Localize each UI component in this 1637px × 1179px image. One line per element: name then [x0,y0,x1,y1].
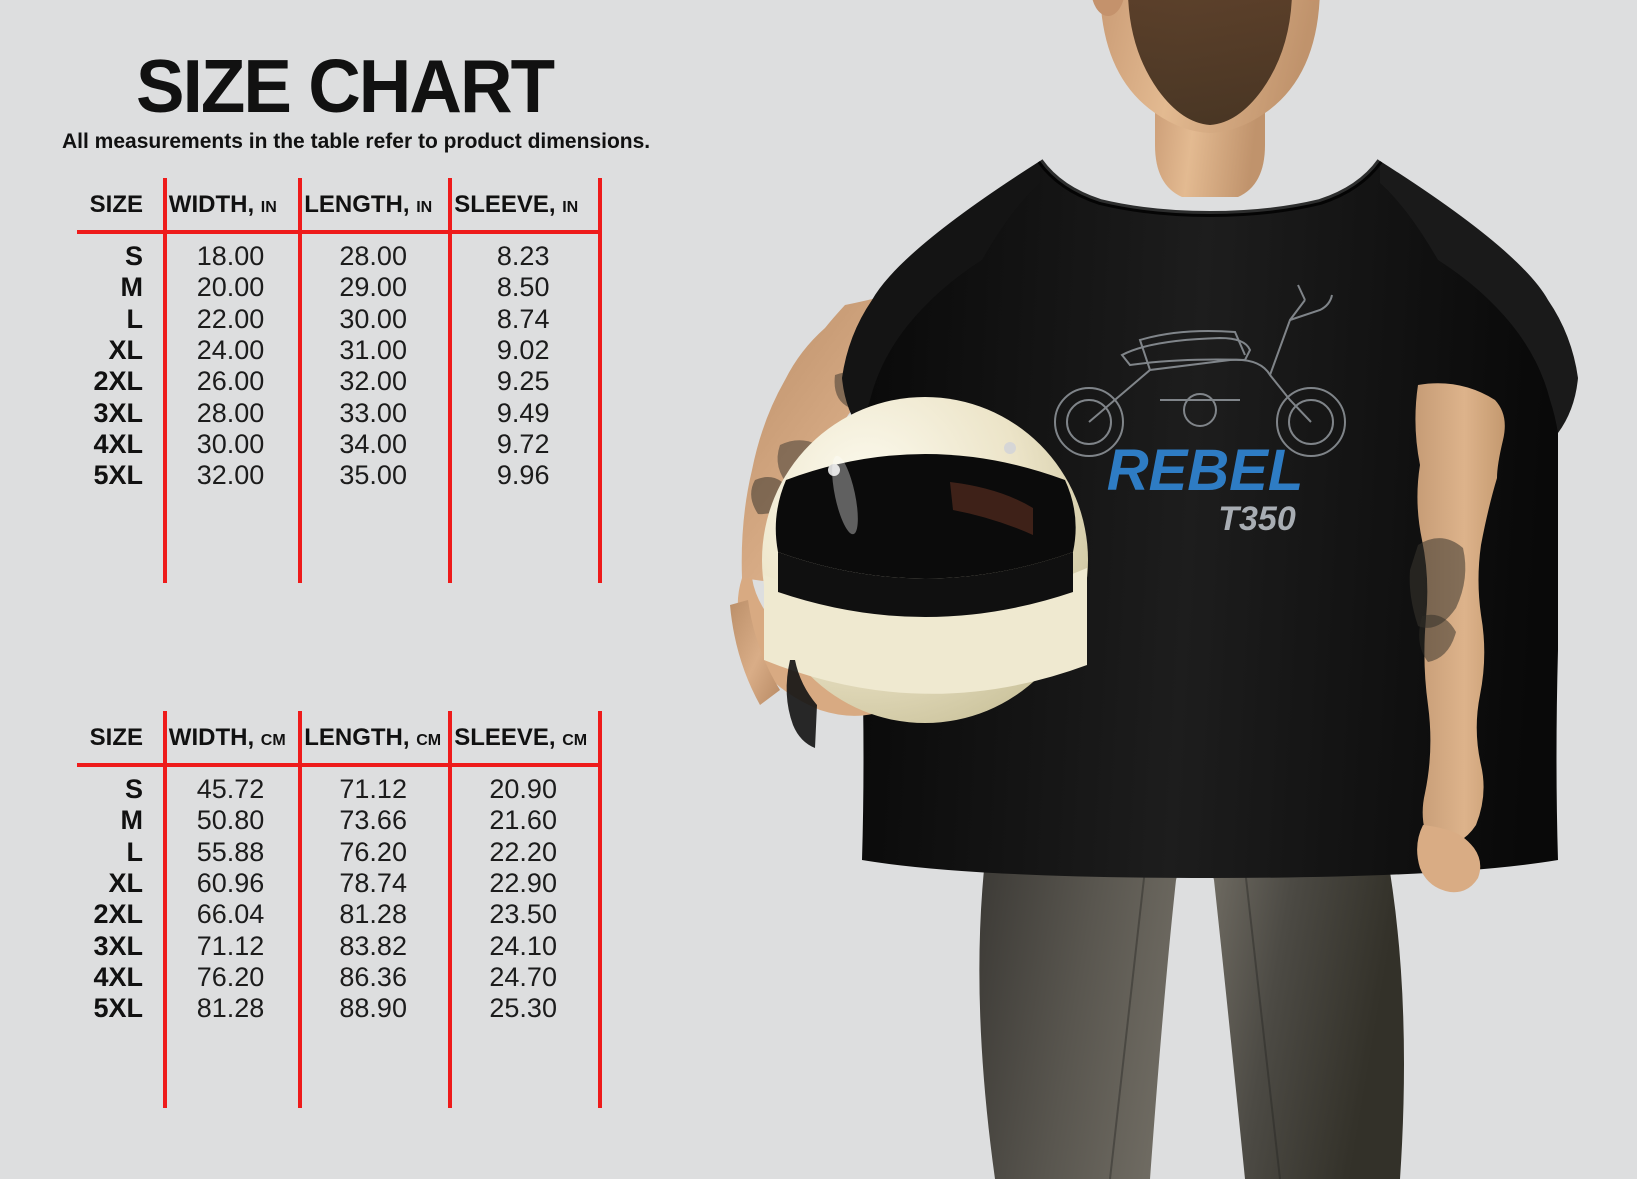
svg-text:REBEL: REBEL [1107,438,1304,503]
svg-text:T350: T350 [1218,500,1296,538]
